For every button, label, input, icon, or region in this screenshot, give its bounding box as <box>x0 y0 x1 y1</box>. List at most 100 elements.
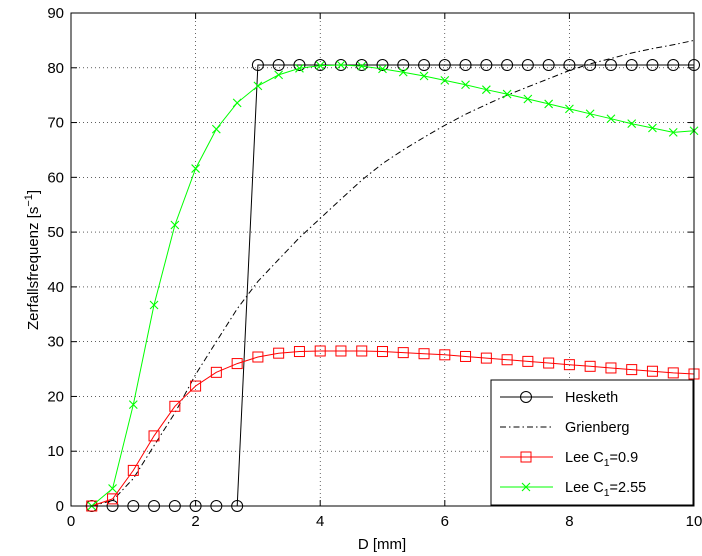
data-point <box>501 354 513 366</box>
data-point <box>376 59 389 72</box>
series-line <box>91 350 695 507</box>
x-tick-label: 10 <box>686 513 702 530</box>
data-point <box>293 59 306 72</box>
legend-label: Lee C1=2.55 <box>565 480 646 499</box>
y-axis-label-tail: ] <box>25 190 42 194</box>
data-point <box>648 123 657 133</box>
data-point <box>356 345 368 357</box>
data-point <box>439 349 451 361</box>
y-tick-label: 50 <box>47 224 64 241</box>
y-tick-label: 90 <box>47 5 64 22</box>
data-point <box>169 400 181 412</box>
y-tick-label: 70 <box>47 115 64 132</box>
data-point <box>668 128 678 137</box>
legend-label-name: Lee C <box>565 450 604 466</box>
data-point <box>522 355 534 367</box>
data-point <box>148 430 160 442</box>
y-tick-label: 20 <box>47 388 64 405</box>
data-point <box>107 493 119 505</box>
data-point <box>127 464 139 476</box>
data-point <box>357 61 367 71</box>
data-point <box>542 59 555 72</box>
y-axis-label: Zerfallsfrequenz [s−1] <box>23 190 42 330</box>
y-tick-label: 0 <box>56 498 64 515</box>
data-point <box>149 300 159 310</box>
data-point <box>544 99 554 109</box>
y-tick-label: 30 <box>47 334 64 351</box>
data-point <box>460 350 472 362</box>
data-point <box>480 59 493 72</box>
data-point <box>585 109 595 119</box>
data-point <box>461 80 470 90</box>
data-point <box>626 364 638 376</box>
data-point <box>563 359 575 371</box>
data-point <box>584 360 596 372</box>
legend-label-name: Hesketh <box>565 390 618 406</box>
data-point <box>336 60 346 70</box>
legend-label-subscript: 1 <box>604 457 610 469</box>
legend-marker <box>521 482 531 492</box>
y-axis-label-exponent: −1 <box>23 194 35 207</box>
data-point <box>440 75 450 85</box>
x-tick-label: 4 <box>316 513 324 530</box>
legend-label-subscript: 1 <box>604 487 610 499</box>
legend-label-name: Lee C <box>565 480 604 496</box>
plot-area-frame <box>70 12 695 507</box>
data-point <box>293 346 305 358</box>
legend-label-name: Grienberg <box>565 420 629 436</box>
data-point <box>251 59 264 72</box>
data-point <box>274 70 284 80</box>
data-point <box>128 400 138 410</box>
data-point <box>377 346 388 358</box>
data-point <box>397 347 409 359</box>
data-point <box>210 366 222 378</box>
data-point <box>253 81 263 91</box>
y-tick-label: 60 <box>47 169 64 186</box>
data-point <box>606 114 616 124</box>
data-point <box>272 59 285 72</box>
data-point <box>397 59 410 72</box>
y-tick-label: 10 <box>47 443 64 460</box>
data-point <box>273 347 285 359</box>
x-tick-label: 6 <box>441 513 449 530</box>
y-axis-label-main: Zerfallsfrequenz [s <box>25 207 42 330</box>
data-point <box>565 104 574 114</box>
legend-label: Lee C1=0.9 <box>565 450 638 469</box>
data-point <box>605 362 617 374</box>
data-point <box>190 380 202 392</box>
x-tick-label: 0 <box>67 513 75 530</box>
data-point <box>231 358 243 370</box>
data-point <box>252 351 264 363</box>
data-point <box>604 59 617 72</box>
x-axis-label: D [mm] <box>358 536 406 553</box>
legend-label: Hesketh <box>565 390 618 406</box>
data-point <box>438 59 451 72</box>
data-point <box>523 94 533 104</box>
data-point <box>627 119 637 129</box>
data-point <box>315 61 325 70</box>
data-point <box>355 59 368 72</box>
data-point <box>108 484 117 493</box>
data-point <box>667 367 679 379</box>
data-point <box>335 345 347 357</box>
data-point <box>543 357 555 369</box>
series-3 <box>87 60 699 511</box>
series-2 <box>86 345 700 512</box>
data-point <box>480 352 492 364</box>
x-tick-label: 2 <box>191 513 199 530</box>
data-point <box>211 124 221 134</box>
data-point <box>378 64 387 74</box>
legend-box <box>490 379 694 506</box>
x-tick-label: 8 <box>565 513 573 530</box>
y-tick-label: 80 <box>47 60 64 77</box>
legend-label: Grienberg <box>565 420 629 436</box>
legend-label-tail: =0.9 <box>610 450 639 466</box>
legend-marker <box>520 391 532 403</box>
data-point <box>418 348 430 360</box>
data-point <box>398 67 408 77</box>
data-point <box>191 164 200 173</box>
data-point <box>295 63 304 73</box>
data-point <box>314 345 326 357</box>
